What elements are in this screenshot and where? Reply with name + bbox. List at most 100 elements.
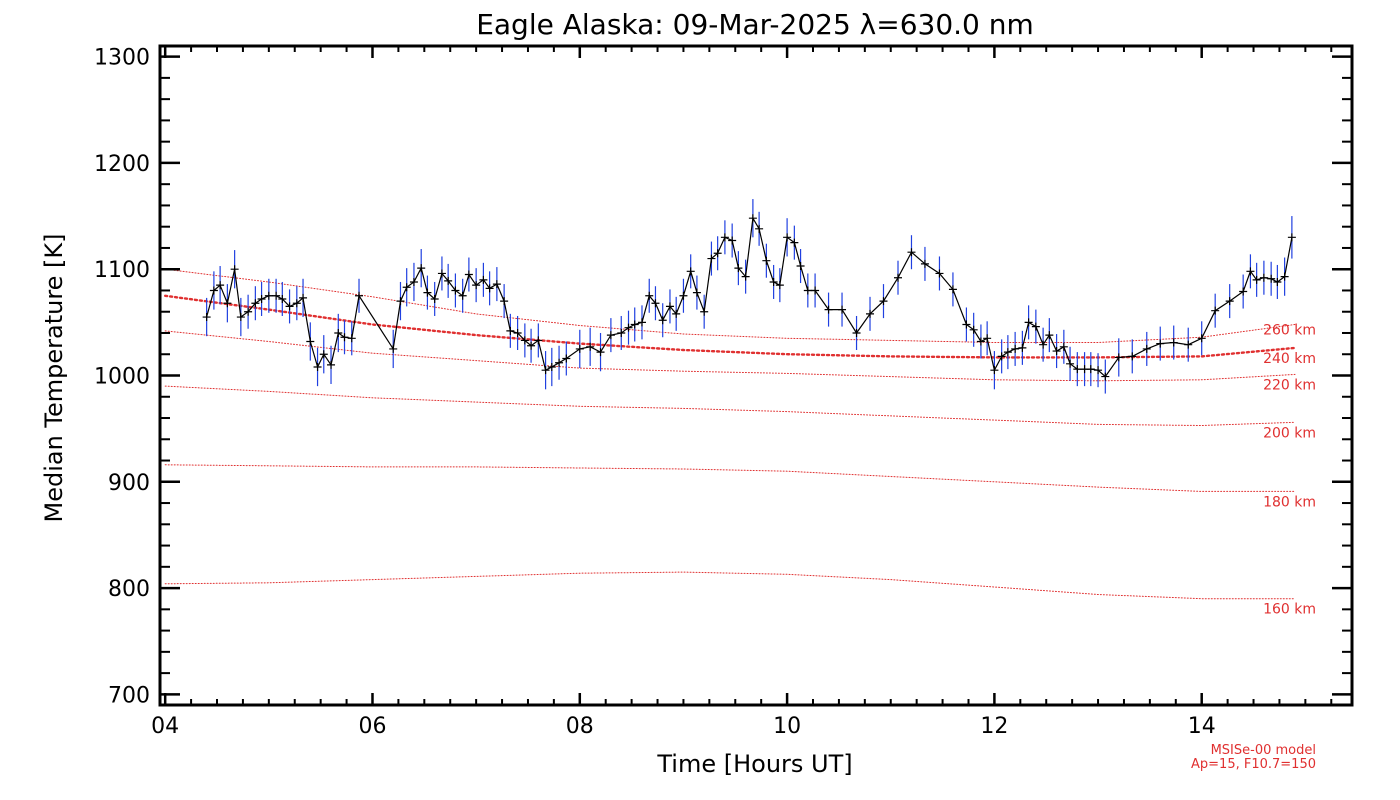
data-point [976,337,985,346]
altitude-label: 220 km [1263,377,1316,393]
data-point [707,254,716,263]
data-point [555,358,564,367]
data-point [437,269,446,278]
data-point [1003,348,1012,357]
data-point [292,299,301,308]
data-point [748,214,757,223]
data-point [389,344,398,353]
data-point [513,328,522,337]
x-tick-label: 04 [151,714,179,739]
y-tick-label: 700 [108,683,150,708]
data-point [562,354,571,363]
data-point [423,288,432,297]
data-point [402,283,411,292]
data-point [679,291,688,300]
y-tick-label: 1000 [94,365,150,390]
data-point [251,299,260,308]
data-point [492,280,501,289]
data-point [596,348,605,357]
data-point [617,328,626,337]
data-point [969,325,978,334]
data-point [790,238,799,247]
data-point [417,264,426,273]
data-point [1225,297,1234,306]
data-point [485,284,494,293]
data-point [775,281,784,290]
x-tick-label: 12 [980,714,1008,739]
data-point [1045,331,1054,340]
data-point [285,302,294,311]
data-point [534,336,543,345]
plot-frame [158,44,1354,707]
x-tick-label: 08 [566,714,594,739]
data-point [1259,273,1268,282]
axes: 04 06 08 10 12 14 700 800 900 1000 1100 1200 1300 [94,44,1354,739]
data-point [824,305,833,314]
data-point [1267,274,1276,283]
data-point [1142,344,1151,353]
data-point [278,294,287,303]
data-point [894,273,903,282]
data-point [547,362,556,371]
data-point [1052,347,1061,356]
data-point [1024,318,1033,327]
data-point [1280,272,1289,281]
data-point [355,291,364,300]
data-point [1039,340,1048,349]
data-point [920,259,929,268]
data-point [306,337,315,346]
data-point [334,328,343,337]
data-point [665,302,674,311]
data-point [1101,372,1110,381]
model-note-name: MSISe-00 model [1211,743,1316,758]
data-point [1073,365,1082,374]
y-axis-label: Median Temperature [K] [40,233,68,522]
data-point [541,366,550,375]
data-point [430,294,439,303]
chart-title: Eagle Alaska: 09-Mar-2025 λ=630.0 nm [476,8,1034,41]
y-tick-label: 900 [108,471,150,496]
data-point [520,336,529,345]
altitude-label: 200 km [1263,425,1316,441]
data-point [606,331,615,340]
data-point [783,233,792,242]
data-point [506,326,515,335]
data-point [645,291,654,300]
data-point [479,275,488,284]
data-point [624,323,633,332]
data-point [990,366,999,375]
data-point [769,277,778,286]
data-point [264,291,273,300]
model-curve [163,294,1297,359]
data-point [1128,352,1137,361]
data-point [672,309,681,318]
data-point [1197,334,1206,343]
data-point [527,341,536,350]
data-point [1287,233,1296,242]
data-point [299,293,308,302]
data-point [347,334,356,343]
model-curve [164,330,1296,382]
data-point [741,272,750,281]
model-curve [164,571,1296,600]
data-point [907,248,916,257]
model-curve [164,464,1296,492]
model-note-params: Ap=15, F10.7=150 [1191,757,1316,772]
data-point [575,344,584,353]
x-tick-label: 06 [358,714,386,739]
data-point [396,297,405,306]
data-point [340,333,349,342]
data-point [811,286,820,295]
data-point [230,265,239,274]
data-point [838,305,847,314]
y-tick-label: 1100 [94,258,150,283]
data-point [658,316,667,325]
data-point [1246,267,1255,276]
altitude-label: 260 km [1263,323,1316,339]
data-point [236,313,245,322]
altitude-label: 160 km [1263,602,1316,618]
data-point [1059,342,1068,351]
data-point [692,288,701,297]
data-point [935,269,944,278]
data-point [997,352,1006,361]
